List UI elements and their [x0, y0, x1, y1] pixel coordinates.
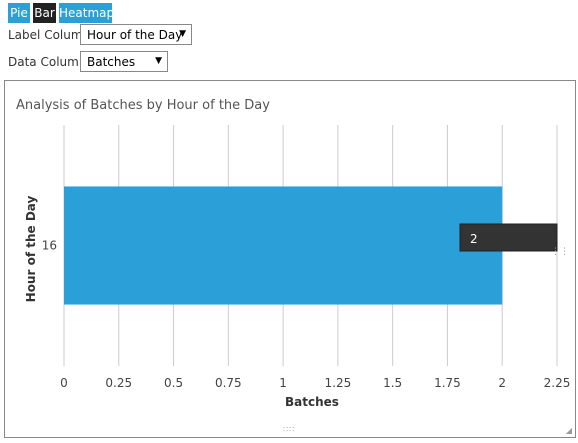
label-column-select[interactable]: Hour of the Day ▼ — [80, 24, 192, 45]
x-axis-label: Batches — [285, 395, 339, 409]
x-tick-label: 1.75 — [434, 376, 461, 390]
resize-handle-vertical[interactable]: ⋮⋮ — [551, 247, 569, 257]
x-tick-label: 0 — [60, 376, 68, 390]
x-tick-label: 2 — [498, 376, 506, 390]
x-tick-label: 2.25 — [544, 376, 571, 390]
y-axis-label: Hour of the Day — [24, 195, 38, 302]
tab-bar[interactable]: Bar — [33, 3, 56, 23]
data-column-value: Batches — [87, 55, 136, 69]
x-tick-label: 1.25 — [325, 376, 352, 390]
x-tick-label: 0.25 — [105, 376, 132, 390]
label-column-value: Hour of the Day — [87, 28, 183, 42]
label-column-label: Label Column — [8, 28, 91, 42]
x-tick-label: 0.75 — [215, 376, 242, 390]
value-tooltip: 2 — [459, 223, 558, 252]
chevron-down-icon: ▼ — [155, 56, 162, 66]
y-tick-labels: 16 — [42, 239, 57, 253]
resize-handle-horizontal[interactable]: ∷∷ — [283, 425, 296, 434]
tab-pie[interactable]: Pie — [8, 3, 30, 23]
data-column-label: Data Column — [8, 55, 87, 69]
x-tick-label: 1 — [279, 376, 287, 390]
chart-title: Analysis of Batches by Hour of the Day — [16, 98, 270, 113]
bars — [64, 186, 503, 305]
chart-panel: Analysis of Batches by Hour of the Day 0… — [4, 80, 576, 438]
bar[interactable] — [64, 186, 503, 305]
x-tick-label: 0.5 — [164, 376, 183, 390]
tab-heatmap[interactable]: Heatmap — [59, 3, 114, 23]
bar-chart: 0 0.25 0.5 0.75 1 1.25 1.5 1.75 2 2.25 16 Batches… — [24, 125, 570, 409]
tooltip-value: 2 — [470, 232, 478, 246]
data-column-select[interactable]: Batches ▼ — [80, 51, 168, 72]
y-tick-label: 16 — [42, 239, 57, 253]
resize-handle-corner[interactable]: ◢ — [565, 426, 572, 435]
x-tick-labels: 0 0.25 0.5 0.75 1 1.25 1.5 1.75 2 2.25 — [60, 376, 570, 390]
x-tick-label: 1.5 — [383, 376, 402, 390]
chevron-down-icon: ▼ — [179, 29, 186, 39]
